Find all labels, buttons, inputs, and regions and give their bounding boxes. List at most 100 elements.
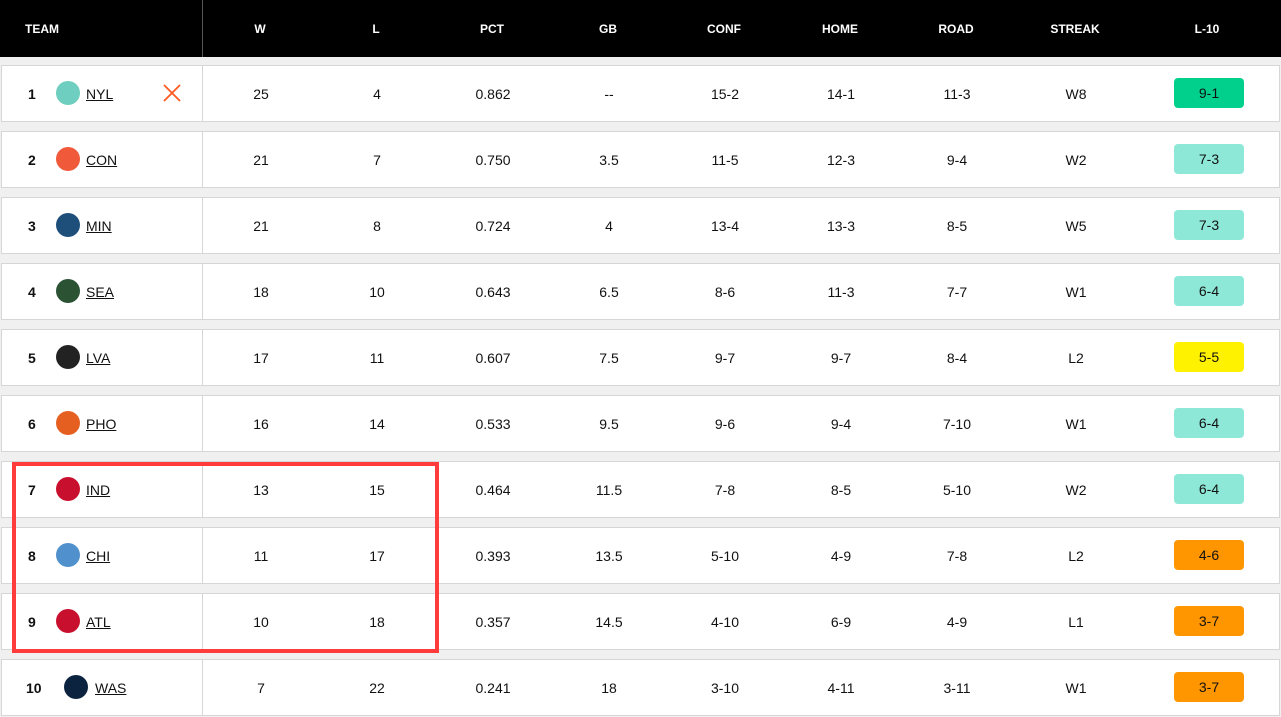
rank: 1 xyxy=(28,86,36,102)
table-row: 9 ATL 10 18 0.357 14.5 4-10 6-9 4-9 L1 3-7 xyxy=(1,593,1280,650)
road-value: 8-4 xyxy=(946,350,968,366)
rank: 10 xyxy=(26,680,42,696)
table-row: 10 WAS 7 22 0.241 18 3-10 4-11 3-11 W1 3-7 xyxy=(1,659,1280,716)
team-cell: 6 PHO xyxy=(2,396,203,451)
lynx-logo-icon xyxy=(56,213,80,237)
w-value: 17 xyxy=(253,350,269,366)
header-w[interactable]: W xyxy=(254,22,266,36)
streak-value: W1 xyxy=(1065,416,1087,432)
gb-value: 9.5 xyxy=(599,416,619,432)
road-value: 7-8 xyxy=(946,548,968,564)
standings-header: TEAM W L PCT GB CONF HOME ROAD STREAK L-… xyxy=(0,0,1281,57)
l-value: 7 xyxy=(373,152,381,168)
team-link[interactable]: LVA xyxy=(86,350,111,366)
team-cell: 3 MIN xyxy=(2,198,203,253)
conf-value: 4-10 xyxy=(710,614,740,630)
header-team[interactable]: TEAM xyxy=(25,22,59,36)
rank: 8 xyxy=(28,548,36,564)
team-cell: 9 ATL xyxy=(2,594,203,649)
team-link[interactable]: CON xyxy=(86,152,118,168)
highlight-box xyxy=(12,462,439,653)
table-row: 8 CHI 11 17 0.393 13.5 5-10 4-9 7-8 L2 4-6 xyxy=(1,527,1280,584)
table-row: 1 NYL 25 4 0.862 -- 15-2 14-1 11-3 W8 9-1 xyxy=(1,65,1280,122)
l-value: 4 xyxy=(373,86,381,102)
team-link[interactable]: NYL xyxy=(86,86,114,102)
w-value: 11 xyxy=(253,548,269,564)
header-l10[interactable]: L-10 xyxy=(1194,22,1220,36)
rank: 9 xyxy=(28,614,36,630)
storm-logo-icon xyxy=(56,279,80,303)
road-value: 8-5 xyxy=(946,218,968,234)
conf-value: 7-8 xyxy=(714,482,736,498)
w-value: 16 xyxy=(253,416,269,432)
l-value: 14 xyxy=(369,416,385,432)
gb-value: 14.5 xyxy=(595,614,623,630)
team-link[interactable]: CHI xyxy=(86,548,111,564)
aces-logo-icon xyxy=(56,345,80,369)
team-link[interactable]: MIN xyxy=(86,218,112,234)
gb-value: 4 xyxy=(605,218,613,234)
team-cell: 7 IND xyxy=(2,462,203,517)
l-value: 11 xyxy=(369,350,385,366)
header-road[interactable]: ROAD xyxy=(938,22,974,36)
w-value: 21 xyxy=(253,152,269,168)
rank: 6 xyxy=(28,416,36,432)
road-value: 5-10 xyxy=(942,482,972,498)
conf-value: 9-7 xyxy=(714,350,736,366)
team-cell: 8 CHI xyxy=(2,528,203,583)
table-row: 3 MIN 21 8 0.724 4 13-4 13-3 8-5 W5 7-3 xyxy=(1,197,1280,254)
header-conf[interactable]: CONF xyxy=(707,22,741,36)
streak-value: L2 xyxy=(1068,350,1084,366)
sky-logo-icon xyxy=(56,543,80,567)
home-value: 4-9 xyxy=(830,548,852,564)
gb-value: 7.5 xyxy=(599,350,619,366)
header-pct[interactable]: PCT xyxy=(480,22,504,36)
gb-value: 3.5 xyxy=(599,152,619,168)
team-link[interactable]: PHO xyxy=(86,416,117,432)
team-cell: 1 NYL xyxy=(2,66,203,121)
road-value: 7-7 xyxy=(946,284,968,300)
team-link[interactable]: ATL xyxy=(86,614,111,630)
pct-value: 0.533 xyxy=(475,416,511,432)
home-value: 9-4 xyxy=(830,416,852,432)
l10-badge: 9-1 xyxy=(1174,78,1244,108)
l10-badge: 3-7 xyxy=(1174,606,1244,636)
liberty-logo-icon xyxy=(56,81,80,105)
table-row: 7 IND 13 15 0.464 11.5 7-8 8-5 5-10 W2 6-4 xyxy=(1,461,1280,518)
w-value: 21 xyxy=(253,218,269,234)
mystics-logo-icon xyxy=(64,675,88,699)
header-home[interactable]: HOME xyxy=(822,22,858,36)
fever-logo-icon xyxy=(56,477,80,501)
table-row: 2 CON 21 7 0.750 3.5 11-5 12-3 9-4 W2 7-3 xyxy=(1,131,1280,188)
pct-value: 0.241 xyxy=(475,680,511,696)
w-value: 25 xyxy=(253,86,269,102)
home-value: 14-1 xyxy=(826,86,856,102)
rank: 3 xyxy=(28,218,36,234)
header-l[interactable]: L xyxy=(372,22,380,36)
team-link[interactable]: WAS xyxy=(95,680,127,696)
home-value: 6-9 xyxy=(830,614,852,630)
conf-value: 11-5 xyxy=(711,152,739,168)
l10-badge: 6-4 xyxy=(1174,276,1244,306)
l10-badge: 3-7 xyxy=(1174,672,1244,702)
road-value: 3-11 xyxy=(943,680,971,696)
header-gb[interactable]: GB xyxy=(599,22,617,36)
rank: 5 xyxy=(28,350,36,366)
pct-value: 0.393 xyxy=(475,548,511,564)
team-link[interactable]: IND xyxy=(86,482,111,498)
pct-value: 0.607 xyxy=(475,350,511,366)
header-streak[interactable]: STREAK xyxy=(1050,22,1100,36)
conf-value: 3-10 xyxy=(710,680,740,696)
gb-value: 11.5 xyxy=(595,482,623,498)
l10-badge: 7-3 xyxy=(1174,144,1244,174)
road-value: 11-3 xyxy=(943,86,971,102)
pct-value: 0.724 xyxy=(475,218,511,234)
road-value: 4-9 xyxy=(946,614,968,630)
rank: 4 xyxy=(28,284,36,300)
gb-value: 6.5 xyxy=(599,284,619,300)
l-value: 17 xyxy=(369,548,385,564)
l10-badge: 5-5 xyxy=(1174,342,1244,372)
pct-value: 0.357 xyxy=(475,614,511,630)
team-link[interactable]: SEA xyxy=(86,284,115,300)
streak-value: W1 xyxy=(1065,680,1087,696)
